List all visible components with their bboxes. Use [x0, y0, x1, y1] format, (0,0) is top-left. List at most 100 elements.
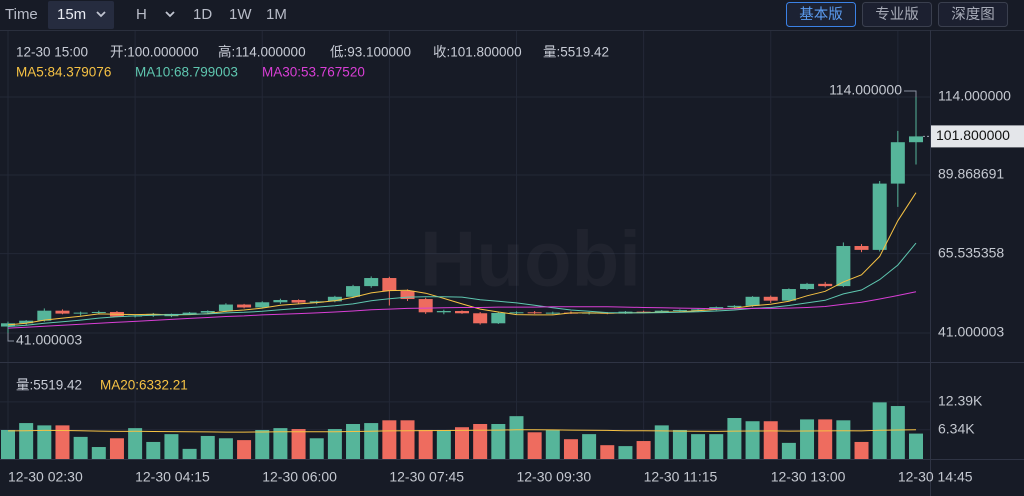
x-tick-label: 12-30 13:00 [771, 469, 846, 485]
volume-bar [509, 416, 524, 459]
interval-option[interactable]: 1M [266, 6, 287, 23]
candle-body [836, 246, 851, 287]
grid [0, 30, 930, 459]
y-tick-label: 65.535358 [938, 244, 1004, 260]
candle-body [491, 312, 506, 324]
volume-bar [1, 429, 15, 459]
volume-bar [91, 447, 106, 459]
ma-line [7, 291, 917, 329]
volume-bar [164, 434, 179, 459]
ma-line [7, 192, 917, 326]
candle-body [182, 312, 197, 314]
x-tick-label: 12-30 06:00 [262, 469, 337, 485]
volume-bar [273, 428, 288, 459]
volume-bar [781, 442, 796, 459]
y-tick-label: 89.868691 [938, 166, 1004, 182]
volume-bar [473, 423, 488, 459]
volume-bar [527, 432, 542, 459]
interval-option[interactable]: 1W [229, 6, 252, 23]
candle-body [1, 323, 15, 327]
volume-bar [182, 448, 197, 459]
candle-body [890, 142, 905, 184]
volume-bar [146, 441, 161, 459]
volume-bar [218, 438, 233, 459]
header-high: 高:114.000000 [218, 44, 306, 60]
candle-body [545, 312, 560, 314]
volume-bar [382, 420, 397, 459]
interval-option[interactable]: 1D [193, 6, 212, 23]
annotation-line [7, 332, 14, 342]
candle-body [91, 311, 106, 313]
candle-body [291, 300, 306, 303]
volume-bar [563, 439, 578, 459]
volume-bar [237, 440, 252, 459]
header-low: 低:93.100000 [330, 45, 411, 60]
volume-bar [582, 434, 597, 459]
candle-body [672, 310, 687, 312]
volume-bar [636, 441, 651, 459]
view-button-active[interactable] [786, 2, 856, 27]
x-tick-label: 12-30 02:30 [8, 469, 83, 485]
header-volume: 量:5519.42 [543, 45, 609, 60]
volume-bar [909, 433, 923, 459]
candle-body [55, 310, 70, 314]
volume-bar [709, 434, 724, 459]
candle-body [255, 302, 270, 308]
ma-line [7, 429, 917, 433]
candle-body [872, 183, 887, 250]
volume-bar [836, 420, 851, 459]
candle-body [200, 311, 215, 313]
volume-bar [455, 427, 469, 459]
volume-bar [19, 423, 34, 459]
chevron [96, 11, 106, 18]
volume-bar [654, 425, 669, 459]
candle-body [400, 290, 415, 300]
view-label: 基本版 [799, 6, 843, 23]
candle-body [781, 289, 796, 301]
interval-option[interactable]: H [136, 6, 147, 23]
volume-bar [600, 445, 615, 459]
volume-bar [854, 441, 869, 459]
volume-bar [55, 425, 70, 459]
candle-body [727, 305, 742, 308]
x-tick-label: 12-30 07:45 [389, 469, 464, 485]
x-tick-label: 12-30 04:15 [135, 469, 210, 485]
volume-bar [818, 419, 833, 459]
interval-selected[interactable] [48, 1, 114, 29]
y-tick-label: 114.000000 [938, 88, 1011, 104]
view-button[interactable] [862, 2, 932, 27]
x-tick-label: 12-30 11:15 [644, 469, 718, 485]
last-price-tag [931, 125, 1024, 148]
volume-bar [491, 423, 506, 459]
header-time: 12-30 15:00 [16, 45, 88, 60]
annotation-label: 41.000003 [16, 332, 82, 348]
volume-bar [672, 429, 687, 459]
x-tick-label: 12-30 14:45 [898, 469, 973, 485]
volume-header: 量:5519.42 [16, 378, 82, 393]
candle-body [418, 299, 433, 313]
candle-body [273, 300, 288, 303]
view-button[interactable] [938, 2, 1008, 27]
volume-bar [327, 429, 342, 459]
volume-bar [691, 434, 706, 459]
candle-body [327, 296, 342, 302]
view-label: 专业版 [875, 6, 919, 23]
volume-bar [200, 435, 215, 459]
ma-line [7, 242, 917, 327]
volume-bar [37, 425, 52, 459]
volume-bar [255, 429, 270, 459]
header-open: 开:100.000000 [110, 45, 199, 60]
y-tick-label: 41.000003 [938, 324, 1004, 340]
legend-entry: MA10:68.799003 [135, 65, 238, 80]
interval-option[interactable]: 15m [57, 6, 86, 23]
candle-body [237, 304, 252, 308]
legend-entry: MA20:6332.21 [100, 378, 188, 393]
legend-entry: MA5:84.379076 [16, 65, 111, 80]
volume-bar [291, 429, 306, 459]
candle-body [473, 313, 488, 324]
volume-bar [400, 420, 415, 459]
candle-body [527, 312, 542, 314]
interval-label: Time [5, 6, 38, 23]
